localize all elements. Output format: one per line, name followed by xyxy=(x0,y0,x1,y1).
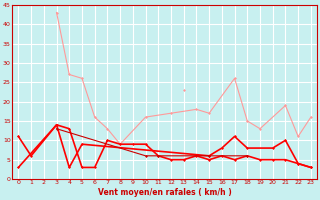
X-axis label: Vent moyen/en rafales ( km/h ): Vent moyen/en rafales ( km/h ) xyxy=(98,188,231,197)
